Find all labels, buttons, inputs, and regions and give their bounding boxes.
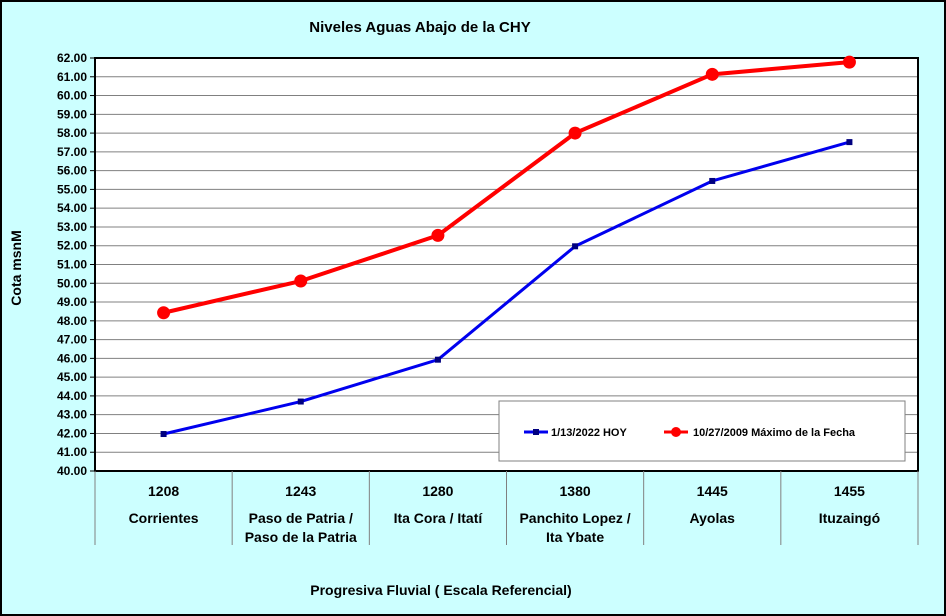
- data-point: [568, 126, 582, 140]
- category-code-label: 1243: [285, 483, 316, 499]
- y-tick-label: 47.00: [57, 333, 87, 347]
- data-point: [160, 431, 167, 438]
- y-tick-label: 52.00: [57, 239, 87, 253]
- y-tick-label: 59.00: [57, 107, 87, 121]
- y-tick-label: 62.00: [57, 51, 87, 65]
- x-axis-label: Progresiva Fluvial ( Escala Referencial): [310, 582, 571, 598]
- category-name-label: Paso de Patria /: [249, 510, 353, 526]
- category-name-label: Ayolas: [690, 510, 736, 526]
- plot-area: 40.00 41.00 42.00 43.00 44.00 45.00 46.00 47.00…: [57, 51, 919, 545]
- y-tick-label: 48.00: [57, 314, 87, 328]
- y-tick-label: 45.00: [57, 370, 87, 384]
- data-point: [846, 139, 853, 146]
- chart-title: Niveles Aguas Abajo de la CHY: [309, 19, 530, 36]
- y-tick-label: 53.00: [57, 220, 87, 234]
- data-point: [705, 67, 719, 81]
- y-tick-label: 60.00: [57, 89, 87, 103]
- data-point: [434, 356, 441, 363]
- y-tick-label: 40.00: [57, 464, 87, 478]
- data-point: [294, 274, 308, 288]
- data-point: [709, 177, 716, 184]
- category-name-label: Ita Cora / Itatí: [394, 510, 484, 526]
- category-name-label: Ituzaingó: [819, 510, 880, 526]
- category-name-label: Corrientes: [129, 510, 199, 526]
- data-point: [842, 55, 856, 69]
- legend-label: 10/27/2009 Máximo de la Fecha: [693, 427, 856, 439]
- y-tick-label: 49.00: [57, 295, 87, 309]
- legend-marker: [671, 427, 681, 437]
- data-point: [572, 243, 579, 250]
- y-tick-label: 54.00: [57, 201, 87, 215]
- y-tick-label: 43.00: [57, 408, 87, 422]
- y-tick-label: 57.00: [57, 145, 87, 159]
- y-tick-label: 56.00: [57, 164, 87, 178]
- y-tick-label: 44.00: [57, 389, 87, 403]
- y-tick-label: 41.00: [57, 445, 87, 459]
- y-tick-label: 42.00: [57, 426, 87, 440]
- legend-box: [498, 400, 906, 462]
- category-code-label: 1380: [560, 483, 591, 499]
- y-tick-label: 55.00: [57, 182, 87, 196]
- category-code-label: 1208: [148, 483, 179, 499]
- legend-marker: [533, 429, 539, 435]
- y-tick-label: 61.00: [57, 70, 87, 84]
- data-point: [297, 398, 304, 405]
- category-name-label: Ita Ybate: [546, 529, 604, 545]
- data-point: [431, 228, 445, 242]
- category-code-label: 1445: [697, 483, 728, 499]
- series-line-1: [163, 140, 850, 436]
- y-tick-label: 51.00: [57, 258, 87, 272]
- category-code-label: 1280: [422, 483, 453, 499]
- category-name-label: Panchito Lopez /: [519, 510, 630, 526]
- series-line-2: [163, 60, 850, 315]
- category-name-label: Paso de la Patria: [245, 529, 357, 545]
- legend-label: 1/13/2022 HOY: [551, 427, 627, 439]
- y-tick-label: 50.00: [57, 276, 87, 290]
- y-tick-label: 58.00: [57, 126, 87, 140]
- y-tick-label: 46.00: [57, 351, 87, 365]
- category-code-label: 1455: [834, 483, 865, 499]
- data-point: [157, 306, 171, 320]
- y-axis-label: Cota msnM: [8, 230, 24, 305]
